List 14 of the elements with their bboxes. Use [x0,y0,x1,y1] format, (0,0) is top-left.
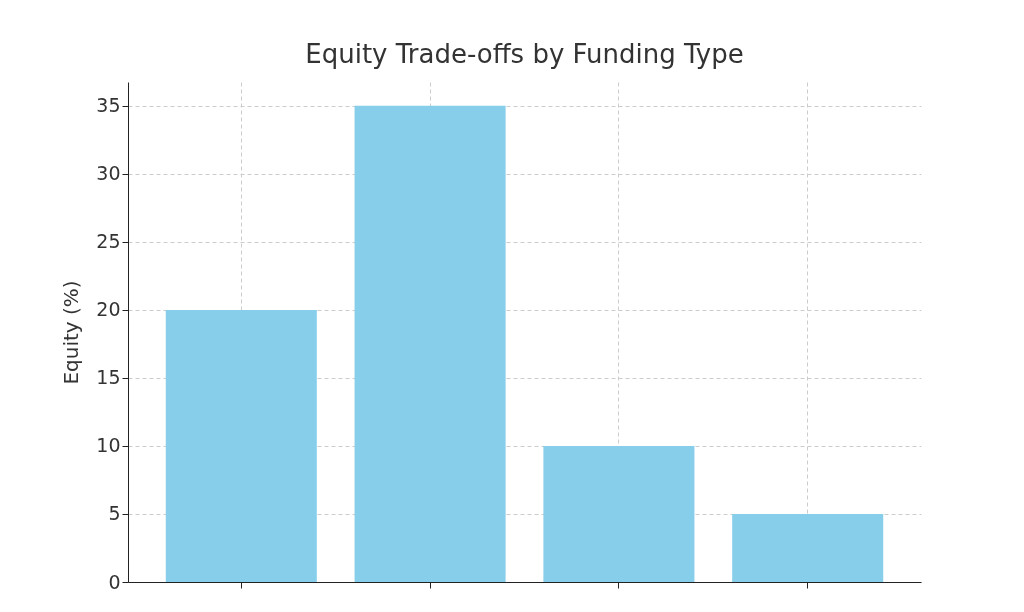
chart-title: Equity Trade-offs by Funding Type [305,39,744,69]
y-tick-label: 0 [108,570,121,593]
y-tick-label: 35 [96,94,121,117]
bar [354,105,506,582]
y-tick-label: 5 [108,502,121,525]
y-tick-label: 10 [96,434,121,457]
y-tick-label: 15 [96,366,121,389]
y-tick-label: 20 [96,298,121,321]
y-axis-title: Equity (%) [59,280,84,385]
bar [165,309,317,582]
bar [543,445,695,582]
y-tick-label: 25 [96,230,121,253]
bar [732,513,884,582]
y-tick-label: 30 [96,162,121,185]
